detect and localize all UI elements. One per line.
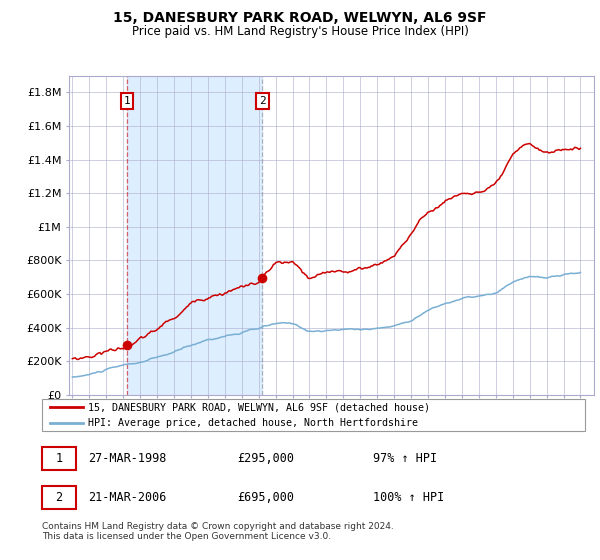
Text: Contains HM Land Registry data © Crown copyright and database right 2024.
This d: Contains HM Land Registry data © Crown c…: [42, 522, 394, 542]
FancyBboxPatch shape: [42, 399, 585, 431]
Text: £695,000: £695,000: [238, 491, 295, 504]
Text: 2: 2: [259, 96, 266, 106]
FancyBboxPatch shape: [42, 486, 76, 509]
Text: 21-MAR-2006: 21-MAR-2006: [88, 491, 167, 504]
Text: HPI: Average price, detached house, North Hertfordshire: HPI: Average price, detached house, Nort…: [88, 418, 418, 428]
Text: 1: 1: [55, 452, 62, 465]
Text: 27-MAR-1998: 27-MAR-1998: [88, 452, 167, 465]
Text: £295,000: £295,000: [238, 452, 295, 465]
Bar: [127, 76, 262, 395]
FancyBboxPatch shape: [42, 447, 76, 470]
Text: 100% ↑ HPI: 100% ↑ HPI: [373, 491, 445, 504]
Text: 2: 2: [55, 491, 62, 504]
Text: 1: 1: [124, 96, 130, 106]
Text: 97% ↑ HPI: 97% ↑ HPI: [373, 452, 437, 465]
Text: 15, DANESBURY PARK ROAD, WELWYN, AL6 9SF (detached house): 15, DANESBURY PARK ROAD, WELWYN, AL6 9SF…: [88, 403, 430, 413]
Text: 15, DANESBURY PARK ROAD, WELWYN, AL6 9SF: 15, DANESBURY PARK ROAD, WELWYN, AL6 9SF: [113, 11, 487, 25]
Text: Price paid vs. HM Land Registry's House Price Index (HPI): Price paid vs. HM Land Registry's House …: [131, 25, 469, 38]
